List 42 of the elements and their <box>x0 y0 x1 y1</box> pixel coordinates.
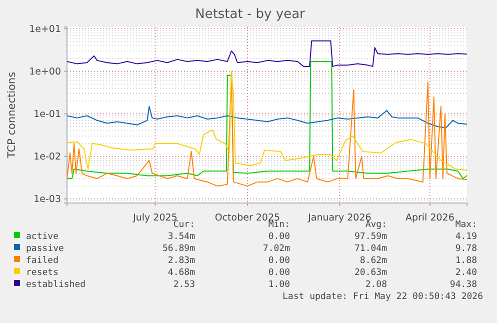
text: 0.00 <box>268 256 290 266</box>
legend-label: passive <box>26 244 64 254</box>
text: 2.40 <box>455 268 477 278</box>
text: 20.63m <box>354 268 387 278</box>
text: Cur: <box>173 220 195 230</box>
text: Last update: Fri May 22 00:50:43 2026 <box>282 292 483 302</box>
text: 2.53 <box>173 280 195 290</box>
text: 71.04m <box>354 244 387 254</box>
text: Min: <box>268 220 290 230</box>
text: 7.02m <box>262 244 290 254</box>
x-tick-label: April 2026 <box>405 212 454 224</box>
text: 8.62m <box>360 256 387 266</box>
y-axis-title: TCP connections <box>6 72 18 160</box>
text: Max: <box>455 220 477 230</box>
y-tick-label: 1e-01 <box>34 108 61 120</box>
legend-label: established <box>26 280 86 290</box>
y-tick-label: 1e-02 <box>34 151 61 162</box>
line-series <box>67 40 467 67</box>
text: 2.83m <box>168 256 195 266</box>
text: 0.00 <box>268 232 290 242</box>
chart-title: Netstat - by year <box>195 7 306 22</box>
text: 4.19 <box>455 232 477 242</box>
text: 94.38 <box>450 280 477 290</box>
text: 97.59m <box>354 232 387 242</box>
y-tick-label: 1e+01 <box>29 24 61 35</box>
text: 2.08 <box>365 280 387 290</box>
text: 1.88 <box>455 256 477 266</box>
line-series <box>67 70 467 171</box>
text: 56.89m <box>162 244 195 254</box>
text: 1.00 <box>268 280 290 290</box>
text: 4.68m <box>168 268 195 278</box>
line-series <box>67 106 467 128</box>
line-series <box>67 60 467 180</box>
text: 3.54m <box>168 232 195 242</box>
legend-label: active <box>26 232 59 242</box>
y-tick-label: 1e-03 <box>34 194 61 205</box>
legend-label: resets <box>26 268 59 278</box>
text: 9.78 <box>455 244 477 254</box>
text: 0.00 <box>268 268 290 278</box>
legend-label: failed <box>26 256 59 266</box>
y-tick-label: 1e+00 <box>29 66 61 78</box>
text: Avg: <box>365 220 387 230</box>
